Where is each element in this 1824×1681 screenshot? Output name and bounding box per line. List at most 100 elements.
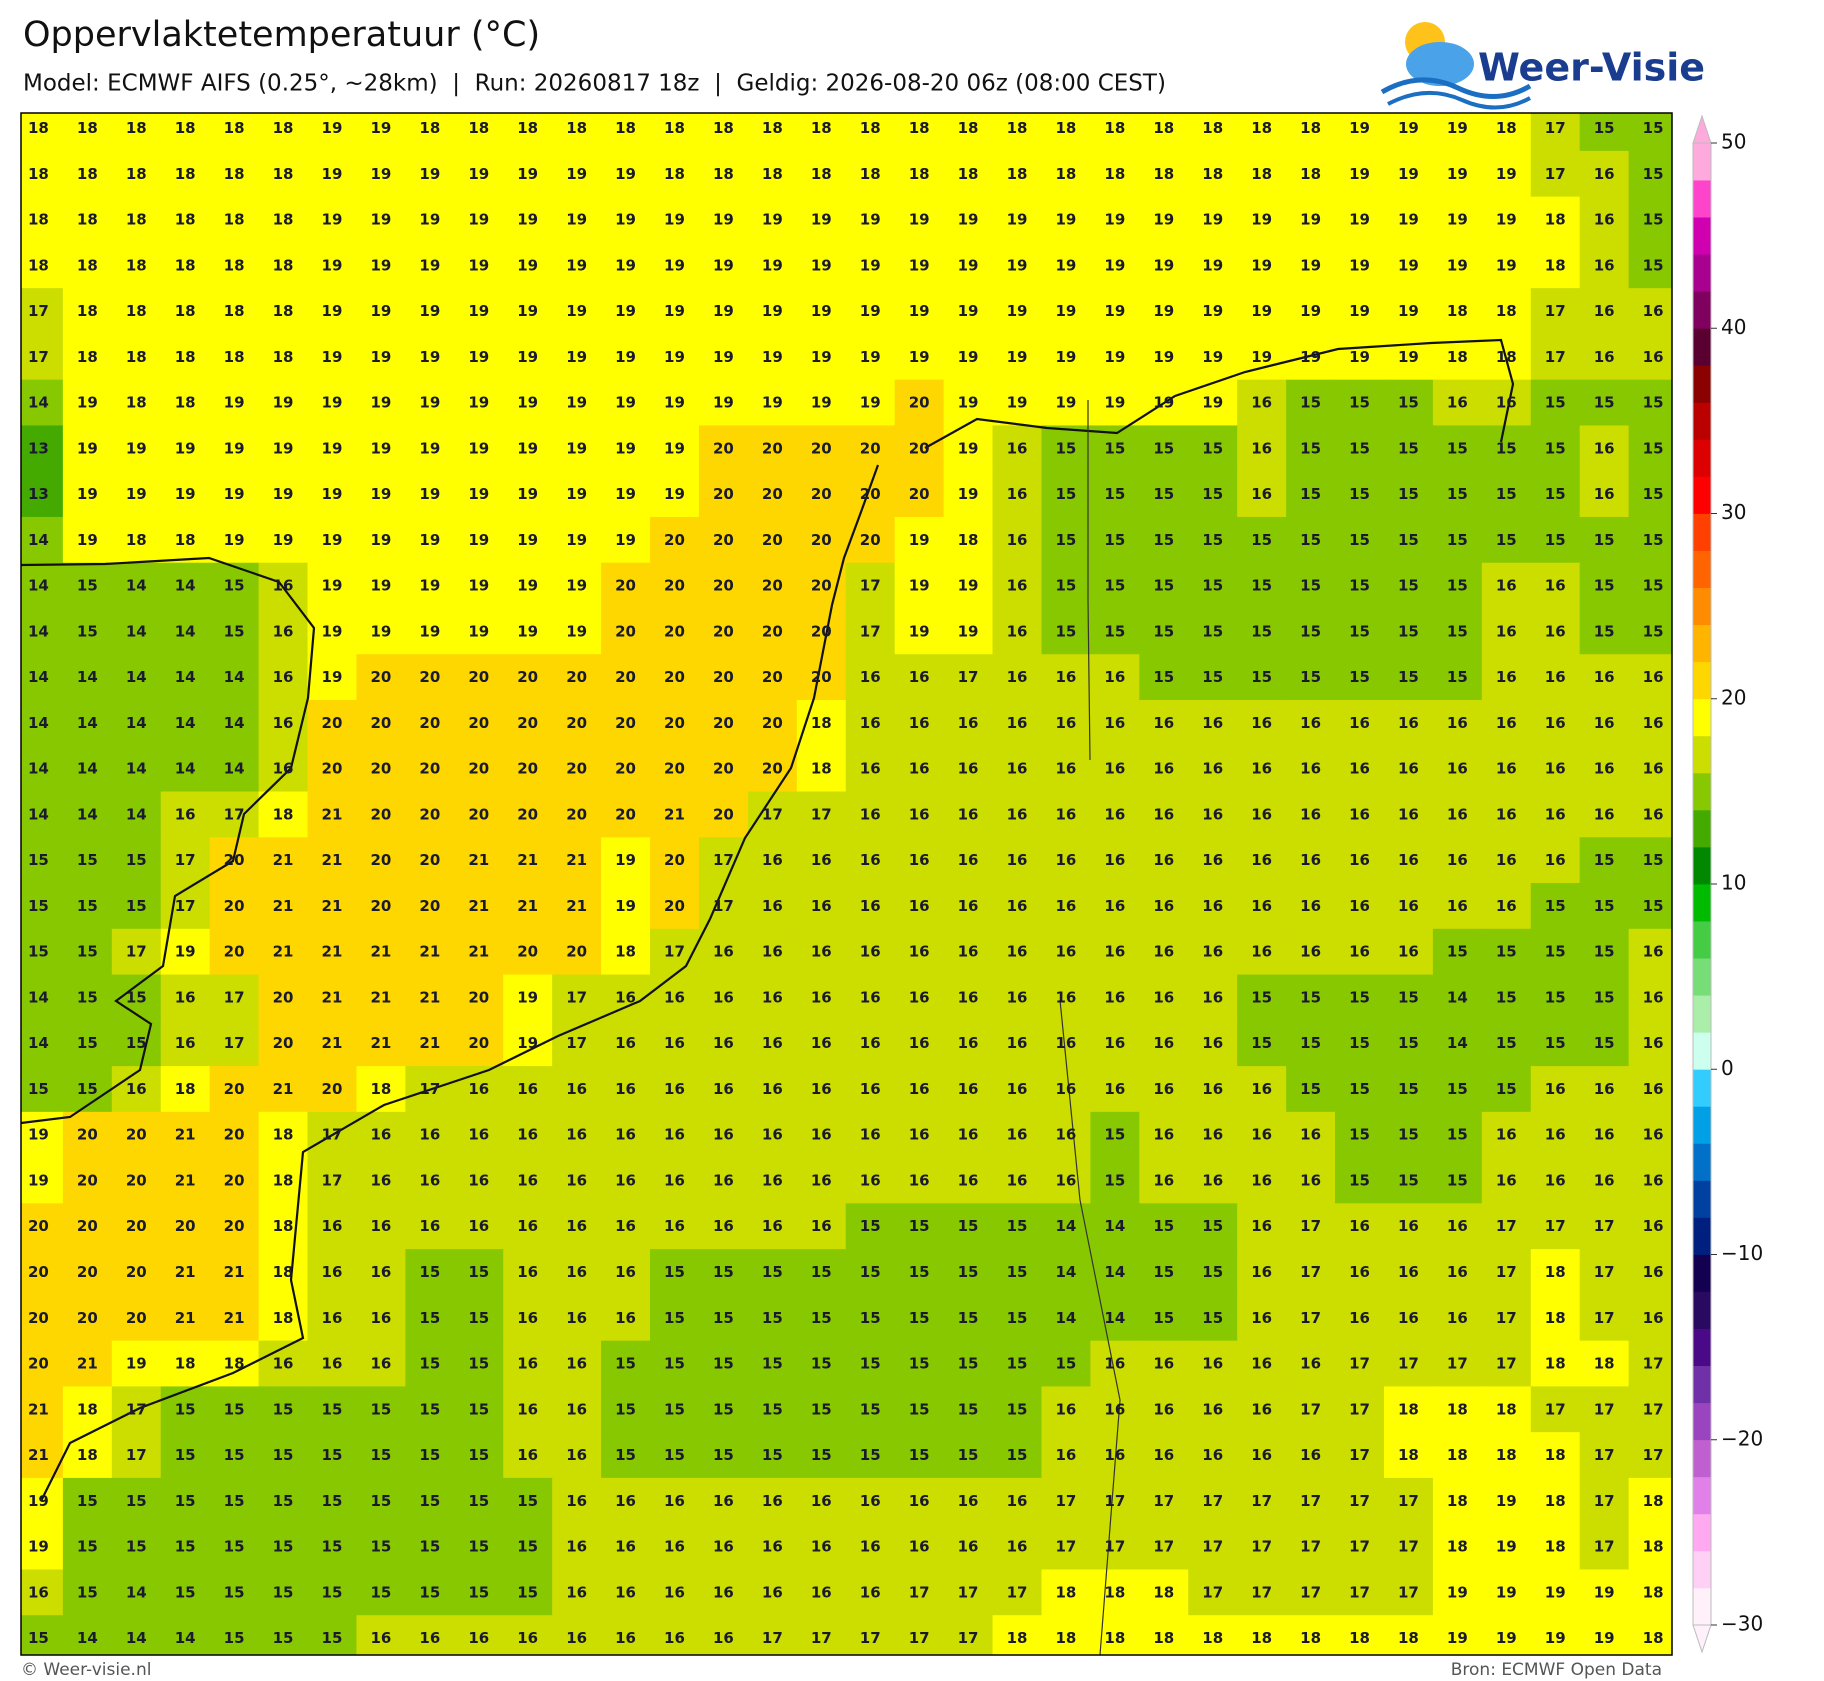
temperature-label: 18 (811, 119, 832, 137)
temperature-cell (552, 791, 602, 838)
temperature-cell (796, 1020, 847, 1067)
temperature-label: 18 (175, 119, 196, 137)
temperature-label: 15 (909, 1309, 930, 1327)
temperature-label: 15 (1153, 531, 1174, 549)
temperature-cell (601, 700, 651, 747)
temperature-cell (1188, 1432, 1238, 1479)
temperature-cell (1481, 1294, 1532, 1342)
temperature-cell (552, 425, 602, 472)
temperature-label: 18 (1300, 1629, 1321, 1647)
temperature-label: 15 (224, 1538, 245, 1556)
temperature-cell (894, 1157, 945, 1204)
temperature-label: 15 (28, 897, 49, 915)
temperature-label: 16 (468, 1171, 489, 1189)
temperature-cell (160, 562, 211, 610)
temperature-label: 16 (860, 1126, 881, 1144)
temperature-cell (307, 379, 358, 427)
temperature-label: 15 (322, 1629, 343, 1647)
temperature-label: 18 (273, 1263, 294, 1281)
temperature-label: 15 (1202, 531, 1223, 549)
temperature-cell (503, 288, 553, 335)
temperature-label: 14 (175, 760, 196, 778)
temperature-cell (111, 1615, 162, 1655)
temperature-cell (1090, 1203, 1140, 1250)
temperature-label: 15 (28, 1629, 49, 1647)
temperature-cell (650, 1249, 700, 1296)
temperature-label: 15 (860, 1263, 881, 1281)
temperature-label: 16 (1594, 165, 1615, 183)
temperature-cell (1530, 242, 1581, 289)
temperature-label: 21 (517, 897, 538, 915)
temperature-cell (405, 1523, 455, 1571)
temperature-label: 19 (1594, 1583, 1615, 1601)
temperature-cell (650, 1523, 700, 1571)
temperature-cell (21, 928, 64, 976)
temperature-cell (62, 700, 113, 747)
temperature-cell (1139, 1569, 1189, 1616)
temperature-cell (992, 1020, 1043, 1067)
colorbar-band (1693, 1069, 1711, 1107)
temperature-label: 15 (175, 1492, 196, 1510)
temperature-label: 16 (370, 1309, 391, 1327)
temperature-label: 17 (1104, 1538, 1125, 1556)
temperature-cell (1481, 837, 1532, 884)
temperature-label: 19 (1202, 348, 1223, 366)
temperature-cell (601, 1477, 651, 1525)
temperature-label: 18 (77, 1400, 98, 1418)
temperature-cell (992, 1294, 1043, 1342)
temperature-label: 16 (860, 760, 881, 778)
temperature-cell (1579, 791, 1630, 838)
temperature-cell (1530, 1249, 1581, 1296)
temperature-label: 15 (958, 1217, 979, 1235)
temperature-cell (503, 1157, 553, 1204)
temperature-label: 14 (224, 714, 245, 732)
temperature-cell (1481, 1615, 1532, 1655)
temperature-cell (307, 1615, 358, 1655)
temperature-label: 16 (1007, 851, 1028, 869)
temperature-label: 18 (860, 165, 881, 183)
temperature-cell (356, 333, 406, 381)
temperature-cell (845, 1386, 896, 1433)
temperature-cell (356, 1615, 406, 1655)
temperature-cell (1090, 1294, 1140, 1342)
temperature-label: 15 (958, 1400, 979, 1418)
temperature-cell (258, 608, 309, 655)
temperature-label: 15 (664, 1309, 685, 1327)
temperature-cell (1432, 113, 1483, 152)
temperature-cell (1139, 883, 1189, 930)
temperature-cell (894, 516, 945, 564)
temperature-label: 14 (28, 622, 49, 640)
temperature-cell (1628, 1111, 1672, 1159)
temperature-label: 19 (1496, 1538, 1517, 1556)
temperature-label: 15 (370, 1538, 391, 1556)
temperature-cell (454, 562, 504, 610)
temperature-cell (796, 1523, 847, 1571)
temperature-label: 15 (1594, 394, 1615, 412)
temperature-cell (1579, 196, 1630, 243)
temperature-cell (1628, 1523, 1672, 1571)
temperature-label: 19 (322, 622, 343, 640)
temperature-cell (62, 333, 113, 381)
temperature-cell (160, 379, 211, 427)
temperature-cell (1432, 1432, 1483, 1479)
temperature-cell (1090, 1157, 1140, 1204)
temperature-cell (1139, 1111, 1189, 1159)
temperature-label: 20 (566, 760, 587, 778)
temperature-cell (1139, 1477, 1189, 1525)
temperature-cell (405, 1203, 455, 1250)
temperature-cell (1286, 1020, 1336, 1067)
temperature-label: 19 (958, 302, 979, 320)
temperature-cell (160, 1249, 211, 1296)
colorbar-band (1693, 1217, 1711, 1255)
temperature-label: 19 (517, 302, 538, 320)
temperature-label: 18 (28, 211, 49, 229)
temperature-label: 20 (860, 485, 881, 503)
temperature-cell (552, 928, 602, 976)
temperature-label: 19 (468, 394, 489, 412)
temperature-label: 19 (1496, 1629, 1517, 1647)
temperature-cell (1286, 1477, 1336, 1525)
temperature-label: 18 (713, 119, 734, 137)
temperature-label: 19 (1545, 1583, 1566, 1601)
temperature-cell (943, 1249, 994, 1296)
